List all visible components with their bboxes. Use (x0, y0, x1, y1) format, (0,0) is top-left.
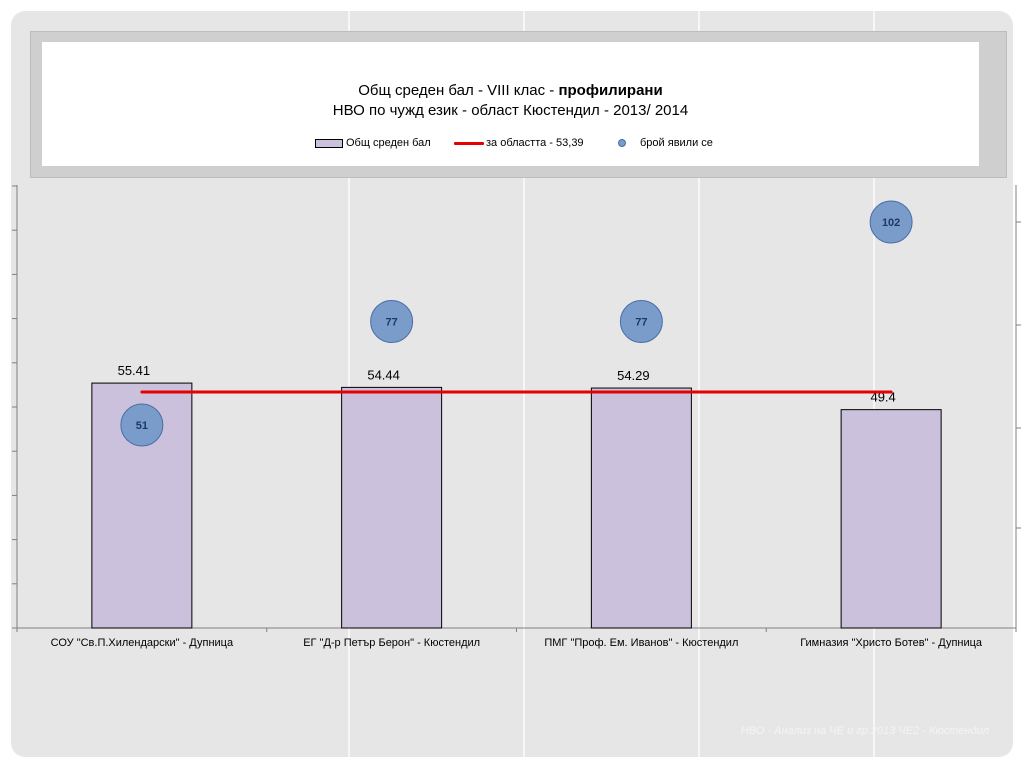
count-bubble-label: 77 (635, 317, 647, 329)
count-bubble (120, 403, 164, 447)
bar (341, 386, 443, 629)
legend-label-dots: брой явили се (640, 137, 713, 149)
background-stripe (873, 11, 875, 757)
chart-header-inner: Общ среден бал - VIII клас - профилирани… (42, 42, 979, 166)
background-stripe (523, 11, 525, 757)
count-bubble-label: 102 (882, 217, 900, 229)
legend-label-line: за областта - 53,39 (486, 137, 584, 149)
legend-swatch-line (454, 141, 484, 145)
x-tick-label: ЕГ "Д-р Петър Берон" - Кюстендил (303, 637, 480, 649)
count-bubble (619, 300, 663, 344)
bar-value-label: 54.44 (367, 367, 400, 382)
legend-label-bars: Общ среден бал (346, 137, 431, 149)
legend-item-dots: брой явили се (618, 135, 713, 151)
count-bubble (370, 300, 414, 344)
background-stripe (698, 11, 700, 757)
chart-title-text: Общ среден бал - VIII клас - (358, 82, 559, 99)
bar-value-label: 54.29 (617, 368, 650, 383)
legend-swatch-dot (618, 139, 626, 147)
legend-swatch-bar (315, 138, 343, 148)
chart-legend: Общ среден бал за областта - 53,39 брой … (42, 135, 979, 151)
x-tick-label: ПМГ "Проф. Ем. Иванов" - Кюстендил (544, 637, 738, 649)
chart-header: Общ среден бал - VIII клас - профилирани… (30, 31, 1007, 178)
background-stripe (348, 11, 350, 757)
slide-footer: НВО - Анализ на ЧЕ и гр.2013 ЧЕ2 - Кюсте… (740, 725, 989, 737)
legend-item-bars: Общ среден бал (315, 135, 431, 151)
bar (590, 387, 692, 629)
chart-title-line-1: Общ среден бал - VIII клас - профилирани (42, 82, 979, 99)
bar (840, 409, 942, 629)
legend-item-line: за областта - 53,39 (454, 135, 584, 151)
chart-title-line-2: НВО по чужд език - област Кюстендил - 20… (332, 102, 689, 119)
x-tick-label: Гимназия "Христо Ботев" - Дупница (800, 637, 983, 649)
slide-background: Общ среден бал - VIII клас - профилирани… (11, 11, 1013, 757)
bar-value-label: 55.41 (118, 363, 151, 378)
x-tick-label: СОУ "Св.П.Хилендарски" - Дупница (51, 637, 234, 649)
chart-title-bold: профилирани (558, 82, 663, 99)
count-bubble-label: 77 (386, 317, 398, 329)
count-bubble (869, 200, 913, 244)
count-bubble-label: 51 (136, 420, 148, 432)
